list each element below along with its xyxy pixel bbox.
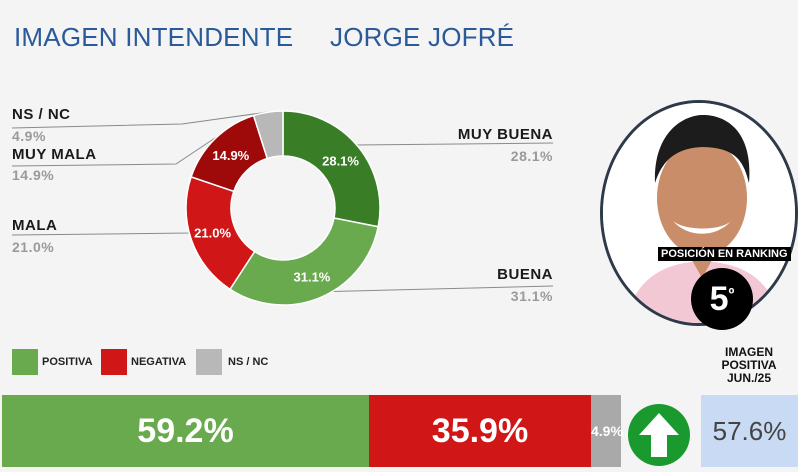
donut-slice-buena (228, 217, 380, 306)
value-ns-nc: 4.9% (12, 128, 46, 144)
label-muy-buena: MUY BUENA (457, 126, 553, 143)
donut-data-label: 31.1% (294, 270, 331, 285)
previous-label-line2: POSITIVA (721, 358, 777, 372)
value-buena: 31.1% (510, 288, 553, 304)
label-mala: MALA (12, 217, 58, 234)
donut-slice-muy-buena (282, 110, 381, 228)
previous-label-line3: JUN./25 (726, 371, 772, 385)
label-muy-mala: MUY MALA (12, 146, 97, 163)
previous-value: 57.6% (701, 395, 798, 467)
leader-line (311, 285, 554, 293)
label-buena: BUENA (497, 266, 553, 283)
legend-label-ns-nc: NS / NC (228, 356, 269, 368)
label-ns-nc: NS / NC (12, 106, 71, 123)
ranking-suffix: º (728, 286, 735, 303)
legend-swatch-negativa (101, 349, 127, 375)
donut-data-label: 28.1% (322, 154, 359, 169)
legend-label-negativa: NEGATIVA (131, 356, 187, 368)
donut-data-label: 14.9% (212, 148, 249, 163)
donut-slice-ns-nc (252, 110, 284, 160)
legend-swatch-ns-nc (196, 349, 222, 375)
leader-line (11, 111, 269, 129)
leader-line (11, 135, 219, 167)
summary-bar-positiva: 59.2% (2, 395, 369, 467)
leader-line (354, 142, 554, 146)
arrow-up-icon (627, 403, 691, 472)
value-mala: 21.0% (12, 239, 55, 255)
chart-title: IMAGEN INTENDENTE (14, 22, 294, 52)
legend-swatch-positiva (12, 349, 38, 375)
ranking-label: POSICIÓN EN RANKING (658, 247, 791, 261)
previous-label-line1: IMAGEN (725, 345, 773, 359)
value-muy-mala: 14.9% (12, 167, 55, 183)
summary-bar-ns-nc: 4.9% (591, 395, 623, 467)
previous-label: IMAGEN POSITIVA JUN./25 (700, 346, 798, 385)
legend-label-positiva: POSITIVA (42, 356, 93, 368)
ranking-position: 5 (709, 279, 729, 318)
summary-bar-negativa: 35.9% (369, 395, 591, 467)
donut-data-label: 21.0% (194, 225, 231, 240)
donut-chart: 28.1% 31.1% 21.0% 14.9% (11, 110, 554, 306)
value-muy-buena: 28.1% (510, 148, 553, 164)
candidate-name: JORGE JOFRÉ (330, 22, 515, 52)
